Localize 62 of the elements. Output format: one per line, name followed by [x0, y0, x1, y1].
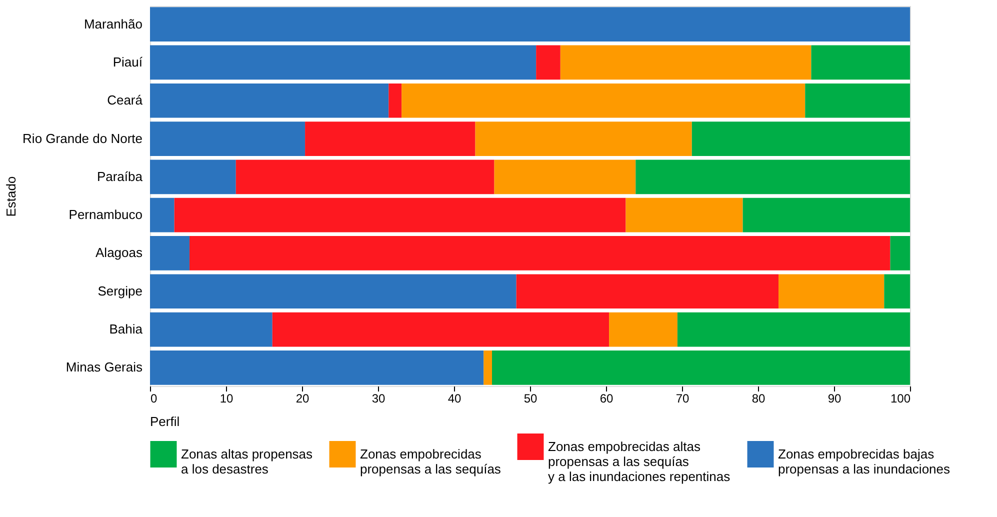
bar	[484, 350, 492, 385]
x-tick-label: 80	[752, 392, 766, 406]
bar	[560, 45, 812, 80]
x-tick-label: 70	[676, 392, 690, 406]
bar	[492, 350, 910, 385]
bar	[516, 274, 779, 309]
x-tick-label: 40	[448, 392, 462, 406]
bar	[677, 312, 910, 347]
bar	[778, 274, 884, 309]
x-tick-label: 90	[828, 392, 842, 406]
bar	[150, 312, 272, 347]
y-tick-label: Pernambuco	[68, 207, 142, 222]
legend-label: Zonas empobrecidas altas propensas a las sequías y a las inundaciones repentinas	[548, 438, 731, 484]
bar	[811, 45, 910, 80]
y-axis-title: Estado	[4, 176, 19, 217]
bar	[236, 160, 494, 194]
bar	[402, 83, 806, 118]
x-tick-label: 0	[150, 392, 158, 406]
bar	[890, 236, 910, 270]
y-tick-label: Piauí	[112, 54, 143, 70]
bar	[884, 274, 910, 309]
bar	[150, 198, 174, 232]
y-tick-label: Alagoas	[96, 245, 143, 260]
bar	[150, 350, 484, 385]
y-tick-label: Sergipe	[98, 283, 142, 298]
bar	[388, 83, 402, 118]
bar	[174, 198, 626, 232]
bar	[272, 312, 610, 347]
y-tick-label: Ceará	[107, 92, 144, 108]
x-tick-label: 100	[890, 392, 911, 406]
x-tick-label: 30	[372, 392, 386, 406]
bar	[150, 83, 389, 118]
bar	[150, 45, 536, 80]
x-tick-label: 50	[524, 392, 538, 406]
bar	[805, 83, 910, 118]
bar	[536, 45, 560, 80]
bar	[636, 160, 910, 194]
bar	[692, 122, 910, 156]
legend-label: Zonas empobrecidas bajas propensas a las inundaciones	[778, 446, 951, 476]
bar	[150, 7, 910, 42]
bar	[626, 198, 743, 232]
bar	[150, 236, 190, 270]
bar	[609, 312, 678, 347]
bar	[305, 122, 476, 156]
bar	[742, 198, 910, 232]
bar	[150, 274, 516, 309]
y-tick-label: Rio Grande do Norte	[22, 130, 142, 146]
bar	[150, 122, 306, 156]
y-tick-label: Paraíba	[96, 168, 144, 184]
x-tick-label: 60	[600, 392, 614, 406]
legend-label: Zonas altas propensas a los desastres	[181, 446, 314, 476]
x-tick-label: 20	[296, 392, 310, 406]
bar	[190, 236, 890, 270]
bar	[494, 160, 636, 194]
legend-label: Zonas empobrecidas propensas a las sequías	[360, 446, 502, 476]
y-tick-label: Minas Gerais	[66, 360, 143, 375]
bar	[150, 160, 236, 194]
y-tick-label: Bahia	[109, 322, 144, 337]
y-tick-label: Maranhão	[84, 16, 142, 32]
x-tick-label: 10	[220, 392, 234, 406]
bar	[475, 122, 692, 156]
legend-title: Perfil	[150, 414, 180, 429]
